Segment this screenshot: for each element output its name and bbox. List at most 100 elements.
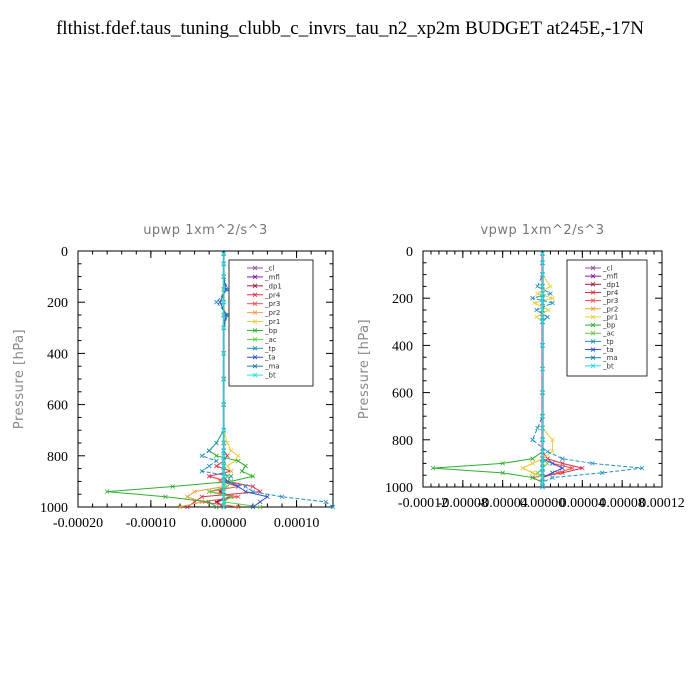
data-point	[221, 427, 226, 433]
legend-entry: _ta	[602, 346, 614, 354]
legend-box	[566, 259, 648, 377]
legend-entry: _pr1	[264, 318, 280, 326]
data-point	[639, 465, 645, 471]
y-tick-label: 0	[406, 245, 413, 260]
data-point	[177, 504, 183, 510]
data-point	[206, 489, 212, 494]
y-tick-label: 200	[392, 292, 413, 307]
legend-marker	[252, 310, 258, 315]
data-point	[214, 458, 219, 464]
x-tick-label: 0.00010	[274, 516, 320, 531]
legend-marker	[590, 322, 596, 328]
data-point	[250, 484, 256, 489]
data-point	[540, 413, 545, 419]
legend-marker	[252, 301, 258, 307]
legend-marker	[252, 328, 258, 333]
data-point	[221, 376, 226, 382]
data-point	[545, 449, 550, 454]
series-line-bp	[432, 253, 543, 487]
y-tick-label: 400	[392, 339, 413, 354]
legend-marker	[252, 337, 258, 342]
legend-marker	[252, 363, 258, 369]
data-point	[225, 484, 230, 489]
data-point	[548, 291, 553, 296]
data-point	[323, 499, 328, 505]
data-point	[530, 456, 535, 461]
page-title: flthist.fdef.taus_tuning_clubb_c_invrs_t…	[55, 18, 645, 39]
data-point	[540, 307, 545, 313]
data-point	[185, 494, 190, 500]
legend-entry: _dp1	[264, 282, 282, 290]
legend-entry: _tp	[264, 345, 276, 353]
data-point	[217, 299, 223, 305]
data-point	[221, 489, 226, 494]
data-point	[550, 437, 555, 443]
data-point	[221, 448, 226, 453]
data-point	[279, 494, 285, 500]
data-point	[221, 312, 226, 318]
data-point	[192, 489, 197, 494]
data-point	[548, 284, 553, 289]
y-tick-label: 0	[61, 245, 68, 260]
legend-marker	[590, 339, 596, 344]
data-point	[221, 251, 226, 256]
data-point	[199, 453, 205, 459]
legend-marker	[590, 363, 596, 369]
data-point	[221, 287, 226, 292]
data-point	[540, 284, 545, 289]
x-tick-label: 0.00004	[560, 496, 606, 511]
data-point	[540, 437, 545, 443]
data-point	[163, 494, 168, 500]
data-point	[206, 499, 212, 505]
legend-entry: _dp1	[602, 281, 620, 289]
data-point	[540, 319, 545, 325]
data-point	[221, 468, 226, 474]
x-tick-label: -0.00020	[53, 516, 103, 531]
y-tick-label: 800	[392, 434, 413, 449]
legend-entry: _pr1	[602, 313, 618, 321]
data-point	[199, 468, 205, 474]
data-point	[236, 484, 241, 489]
x-tick-label: -0.00012	[398, 496, 448, 511]
data-point	[540, 484, 545, 490]
data-point	[570, 465, 575, 471]
data-point	[540, 251, 545, 256]
data-point	[540, 390, 545, 395]
legend-entry: _mfl	[264, 273, 280, 281]
legend-entry: _pr2	[264, 309, 280, 317]
x-tick-label: -0.00004	[478, 496, 528, 511]
data-point	[540, 366, 545, 372]
legend-entry: _pr3	[602, 297, 618, 305]
legend-marker	[590, 298, 596, 303]
data-point	[550, 461, 555, 466]
legend-marker	[252, 274, 258, 280]
data-point	[550, 475, 555, 480]
data-point	[540, 449, 545, 454]
legend-marker	[590, 306, 596, 312]
data-point	[535, 284, 540, 289]
data-point	[599, 470, 605, 476]
data-point	[221, 504, 226, 510]
data-point	[540, 314, 545, 320]
data-point	[225, 479, 230, 484]
data-point	[104, 489, 110, 494]
data-point	[430, 465, 436, 471]
data-point	[221, 440, 226, 446]
legend-marker	[252, 265, 258, 271]
legend-entry: _cl	[264, 265, 274, 273]
data-point	[228, 473, 234, 479]
data-point	[225, 453, 230, 459]
data-point	[221, 351, 226, 356]
y-tick-label: 800	[47, 450, 68, 465]
data-point	[221, 473, 226, 479]
legend-entry: _bt	[264, 372, 276, 380]
data-point	[221, 484, 226, 489]
data-point	[540, 479, 545, 485]
data-point	[534, 314, 539, 320]
legend-entry: _pr4	[264, 291, 281, 299]
data-point	[206, 448, 212, 453]
legend-marker	[252, 292, 258, 298]
data-point	[221, 494, 226, 500]
data-point	[550, 300, 555, 306]
data-point	[535, 470, 540, 476]
